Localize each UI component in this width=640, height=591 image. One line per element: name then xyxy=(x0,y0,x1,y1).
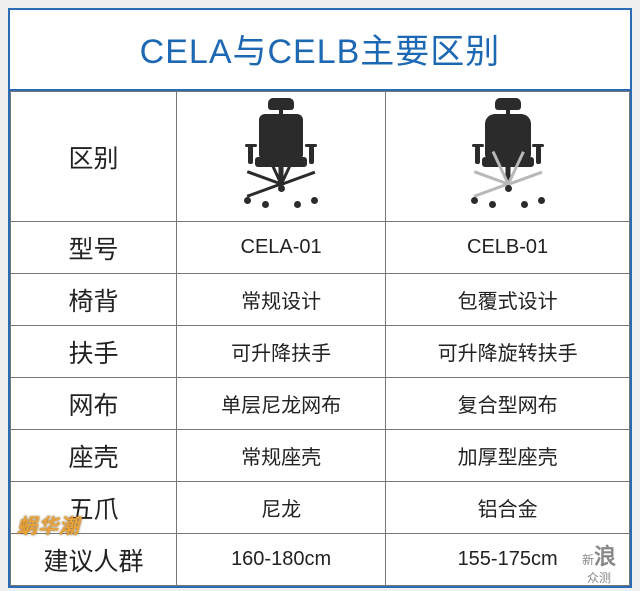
cell-a: 可升降扶手 xyxy=(177,326,386,378)
row-label: 型号 xyxy=(11,222,177,274)
comparison-table: 区别 型号CELA-01CELB-01椅背常规设计包覆式设计扶手可升降扶手可升降… xyxy=(10,91,630,586)
chair-b-illustration xyxy=(463,98,553,210)
table-row: 五爪尼龙铝合金 xyxy=(11,482,630,534)
row-label: 网布 xyxy=(11,378,177,430)
row-label: 椅背 xyxy=(11,274,177,326)
watermark-right: 新浪 众测 xyxy=(564,544,634,585)
cell-b: 包覆式设计 xyxy=(386,274,630,326)
cell-b: 铝合金 xyxy=(386,482,630,534)
cell-a: 尼龙 xyxy=(177,482,386,534)
chair-a-illustration xyxy=(236,98,326,210)
cell-a: CELA-01 xyxy=(177,222,386,274)
cell-b: CELB-01 xyxy=(386,222,630,274)
wm-line: 浪 xyxy=(594,544,616,569)
row-label: 建议人群 xyxy=(11,534,177,586)
cell-b: 复合型网布 xyxy=(386,378,630,430)
row-label: 座壳 xyxy=(11,430,177,482)
table-row: 扶手可升降扶手可升降旋转扶手 xyxy=(11,326,630,378)
cell-a: 160-180cm xyxy=(177,534,386,586)
watermark-left: 蜗华潮 xyxy=(17,510,80,539)
wm-line: 新 xyxy=(582,553,594,567)
row-label: 扶手 xyxy=(11,326,177,378)
table-row: 型号CELA-01CELB-01 xyxy=(11,222,630,274)
product-b-image xyxy=(386,92,630,222)
table-row: 建议人群160-180cm155-175cm xyxy=(11,534,630,586)
card-title: CELA与CELB主要区别 xyxy=(10,10,630,91)
cell-b: 可升降旋转扶手 xyxy=(386,326,630,378)
table-row: 椅背常规设计包覆式设计 xyxy=(11,274,630,326)
cell-b: 加厚型座壳 xyxy=(386,430,630,482)
table-row: 网布单层尼龙网布复合型网布 xyxy=(11,378,630,430)
table-row: 座壳常规座壳加厚型座壳 xyxy=(11,430,630,482)
comparison-card: CELA与CELB主要区别 区别 型号CELA-01CELB-01椅背常规设计包… xyxy=(8,8,632,588)
cell-a: 常规座壳 xyxy=(177,430,386,482)
product-a-image xyxy=(177,92,386,222)
row-header: 区别 xyxy=(11,92,177,222)
cell-a: 常规设计 xyxy=(177,274,386,326)
cell-a: 单层尼龙网布 xyxy=(177,378,386,430)
image-row: 区别 xyxy=(11,92,630,222)
